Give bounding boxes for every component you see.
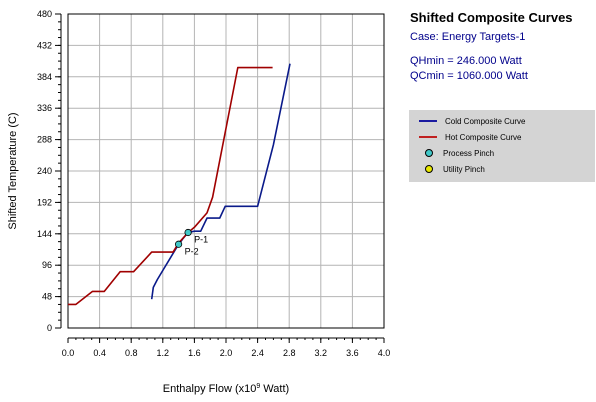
x-tick-label: 0.8 (125, 348, 138, 358)
pinch-label: P-2 (185, 246, 199, 256)
y-tick-label: 384 (37, 72, 52, 82)
x-tick-label: 1.6 (188, 348, 201, 358)
hot-composite-curve (68, 66, 273, 306)
x-tick-label: 1.2 (157, 348, 170, 358)
x-axis-title-main: Enthalpy Flow (x10 (163, 383, 257, 395)
axes: 0.0 0.4 0.8 1.2 1.6 2.0 2.4 2.8 3.2 3.6 4.0 0 48 96 14… (37, 9, 390, 358)
x-tick-label: 4.0 (378, 348, 391, 358)
y-tick-label: 144 (37, 229, 52, 239)
qhmin-value: QHmin = 246.000 Watt (410, 55, 522, 67)
x-tick-label: 0.0 (62, 348, 75, 358)
pinch-markers: P-1P-2 (175, 228, 208, 256)
y-tick-label: 240 (37, 166, 52, 176)
process-pinch-point (175, 240, 183, 248)
legend-label-process-pinch: Process Pinch (443, 148, 495, 158)
legend-item-process-pinch: Process Pinch (419, 146, 494, 160)
pinch-label: P-1 (194, 234, 208, 244)
legend-item-utility-pinch: Utility Pinch (419, 162, 485, 176)
y-tick-label: 0 (47, 323, 52, 333)
y-tick-label: 96 (42, 260, 52, 270)
y-tick-label: 480 (37, 9, 52, 19)
cold-composite-curve (150, 63, 291, 300)
summary-panel: Shifted Composite Curves Case: Energy Ta… (410, 10, 590, 85)
qcmin-value: QCmin = 1060.000 Watt (410, 70, 528, 82)
series (68, 63, 291, 306)
legend-label-hot: Hot Composite Curve (445, 132, 522, 142)
y-tick-label: 432 (37, 40, 52, 50)
y-tick-label: 336 (37, 103, 52, 113)
x-tick-label: 2.4 (251, 348, 264, 358)
case-label: Case: Energy Targets-1 (410, 31, 526, 43)
plot-area (67, 13, 385, 329)
x-tick-label: 2.0 (220, 348, 233, 358)
process-pinch-swatch (425, 149, 433, 157)
process-pinch-point (184, 228, 192, 237)
legend-label-utility-pinch: Utility Pinch (443, 164, 485, 174)
grid (67, 13, 385, 329)
x-tick-label: 0.4 (93, 348, 106, 358)
x-axis-title: Enthalpy Flow (x109 Watt) (163, 383, 289, 395)
legend: Cold Composite Curve Hot Composite Curve… (409, 110, 595, 182)
legend-item-hot: Hot Composite Curve (419, 130, 521, 144)
hot-curve-swatch (419, 136, 437, 138)
legend-label-cold: Cold Composite Curve (445, 116, 526, 126)
y-tick-label: 48 (42, 292, 52, 302)
x-tick-label: 2.8 (283, 348, 296, 358)
x-axis-title-exponent: 9 (256, 383, 260, 390)
y-axis-title: Shifted Temperature (C) (7, 112, 19, 229)
utility-pinch-swatch (425, 165, 433, 173)
cold-curve-swatch (419, 120, 437, 122)
y-tick-label: 192 (37, 197, 52, 207)
x-axis-title-unit: Watt) (260, 383, 289, 395)
x-tick-label: 3.6 (346, 348, 359, 358)
chart-title: Shifted Composite Curves (410, 10, 573, 25)
legend-item-cold: Cold Composite Curve (419, 114, 525, 128)
x-tick-label: 3.2 (315, 348, 328, 358)
y-tick-label: 288 (37, 135, 52, 145)
